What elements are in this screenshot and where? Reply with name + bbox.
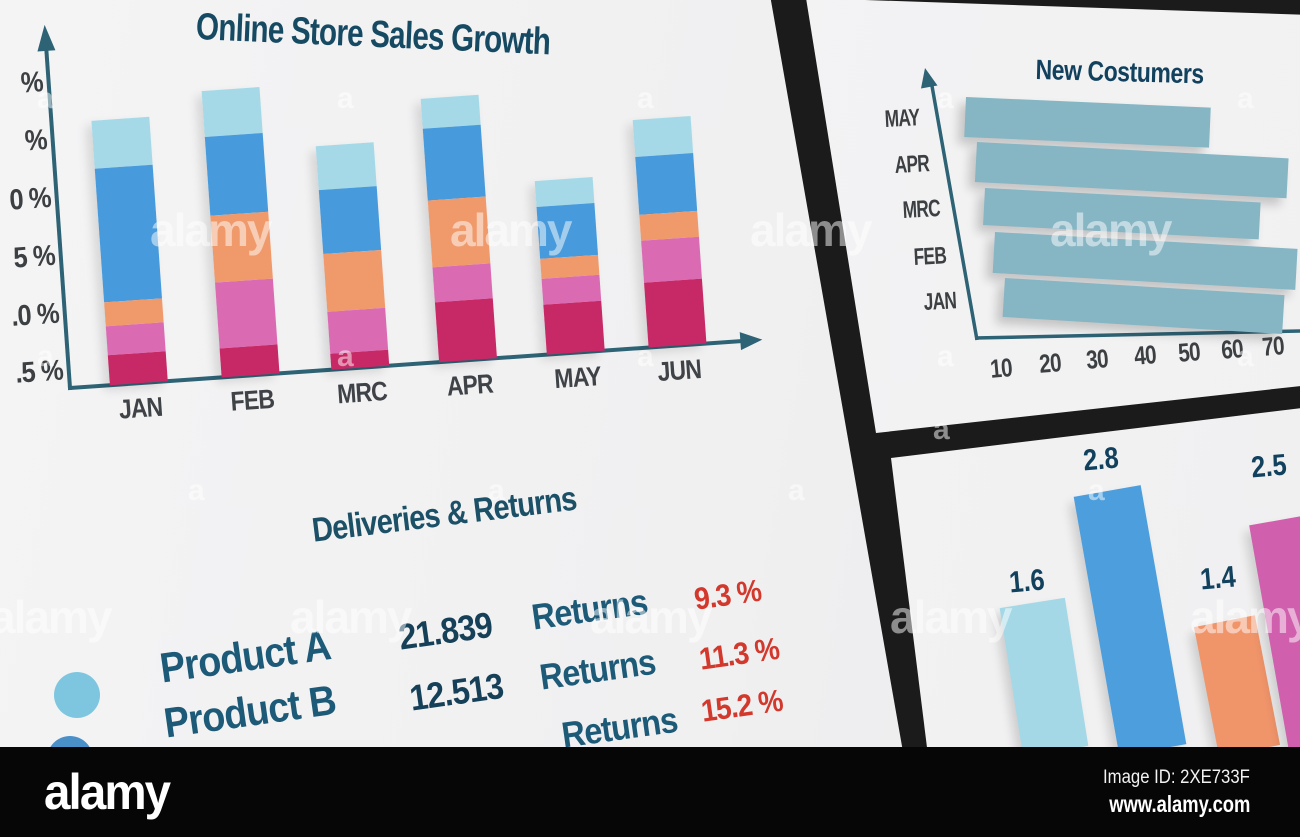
watermark-alamy: alamy [1190,591,1300,643]
alamy-footer: alamy Image ID: 2XE733F www.alamy.com [0,747,1300,837]
watermark-alamy: alamy [1050,204,1172,256]
quarter-bar-1 [999,597,1089,757]
sales-bar-segment [105,322,166,356]
customers-x-tick-label: 50 [1176,336,1201,368]
sales-y-tick-label: .0 % [10,297,60,333]
watermark-alamy: alamy [150,204,272,256]
customers-bar-may [964,97,1211,148]
sales-bar-segment [91,116,153,169]
sales-bar-segment [107,351,168,386]
sales-bar-segment [432,263,493,303]
customers-chart-title: New Costumers [1035,54,1205,90]
sales-y-tick-label: .5 % [14,354,64,390]
customers-month-label: FEB [913,242,947,271]
sales-bar-segment [215,278,278,349]
sales-bar-segment [632,116,694,158]
quarter-bar-2 [1073,485,1187,756]
sales-month-label: FEB [229,383,275,417]
watermark-a: a [1237,82,1254,115]
customers-month-label: APR [894,150,930,179]
watermark-alamy: alamy [590,591,712,643]
watermark-a: a [637,82,654,115]
alamy-logo: alamy [44,764,171,820]
watermark-a: a [188,474,205,507]
image-id-label: Image ID: 2XE733F [1103,767,1250,788]
customers-x-tick-label: 30 [1084,343,1109,375]
x-axis-arrow-icon [739,332,763,351]
sales-bar-segment [201,87,263,137]
alamy-url: www.alamy.com [1108,791,1250,817]
customers-month-label: MAY [884,104,921,133]
customers-x-tick-label: 10 [988,352,1013,384]
watermark-a: a [37,82,54,115]
deliveries-title: Deliveries & Returns [310,479,579,550]
watermark-alamy: alamy [890,591,1012,643]
customers-month-label: MRC [902,195,941,224]
product-c-returns-pct: 15.2 % [699,682,785,729]
sales-y-tick-label: % [23,124,48,158]
y-axis-arrow-icon [921,68,938,89]
sales-bar-segment [644,278,707,348]
sales-y-tick-label: 0 % [8,181,52,217]
sales-bar-segment [315,142,377,191]
watermark-a: a [337,82,354,115]
quarter-bar-value: 2.5 [1249,448,1289,485]
customers-x-tick-label: 40 [1132,339,1157,371]
sales-bar-mrc [315,142,390,371]
sales-bar-segment [318,186,382,254]
sales-bar-segment [323,249,386,312]
watermark-a: a [637,340,654,373]
sales-bar-jun [632,116,707,348]
watermark-a: a [933,413,950,446]
y-axis-arrow-icon [37,24,56,52]
sales-month-label: MRC [336,375,388,410]
product-a-bullet-icon [54,672,100,718]
watermark-alamy: alamy [0,591,112,643]
watermark-a: a [788,474,805,507]
watermark-alamy: alamy [290,591,412,643]
watermark-a: a [337,340,354,373]
sales-month-label: APR [445,368,494,402]
sales-bar-segment [543,300,605,355]
customers-x-tick-label: 70 [1260,330,1285,362]
sales-month-label: JAN [117,391,164,425]
sales-chart: %% 0 % 5 % .0 % .5 % JAN FEB MRC APR MAY JUN [0,0,833,462]
product-b-deliveries: 12.513 [407,664,506,719]
customers-x-tick-label: 20 [1037,347,1062,379]
watermark-alamy: alamy [450,204,572,256]
sales-bar-segment [639,210,699,241]
sales-bar-segment [219,344,280,378]
customers-month-label: JAN [923,287,957,316]
sales-bar-segment [434,298,497,363]
sales-y-tick-label: 5 % [12,239,56,275]
watermark-alamy: alamy [750,204,872,256]
sales-bar-segment [422,124,486,201]
sales-bar-segment [420,94,481,129]
sales-bar-segment [641,236,702,283]
watermark-a: a [937,82,954,115]
watermark-a: a [488,474,505,507]
watermark-a: a [37,340,54,373]
watermark-a: a [1088,474,1105,507]
sales-bar-segment [635,153,698,215]
product-b-returns-label: Returns [537,640,658,698]
sales-month-label: JUN [656,353,702,387]
watermark-a: a [937,340,954,373]
sales-month-label: MAY [553,360,602,395]
product-a-deliveries: 21.839 [396,603,495,658]
watermark-a: a [1237,340,1254,373]
